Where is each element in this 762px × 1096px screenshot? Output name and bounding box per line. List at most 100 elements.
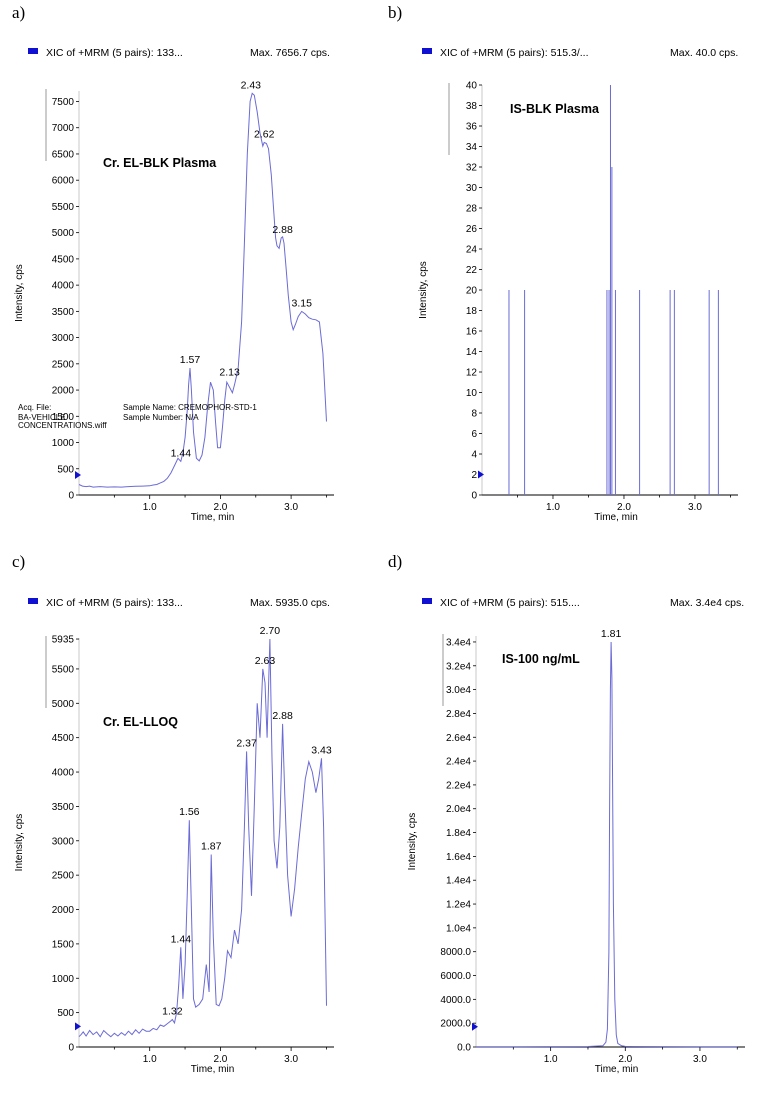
y-axis-label: Intensity, cps <box>14 264 25 322</box>
chart-panel-3: c) XIC of +MRM (5 pairs): 133... Max. 5935… <box>12 552 334 1075</box>
y-tick-label: 40 <box>466 81 478 92</box>
acquisition-metadata: BA-VEHICLE <box>18 413 66 422</box>
x-axis-label: Time, min <box>191 1064 235 1075</box>
peak-label: 2.88 <box>272 710 293 722</box>
y-tick-label: 0 <box>68 1043 74 1054</box>
panel-letter: a) <box>12 3 25 22</box>
y-tick-label: 1500 <box>52 939 75 950</box>
y-tick-label: 2.4e4 <box>446 757 471 768</box>
peak-label: 1.87 <box>201 841 222 853</box>
y-tick-label: 18 <box>466 306 478 317</box>
y-tick-label: 3.4e4 <box>446 637 471 648</box>
y-tick-label: 500 <box>57 1008 74 1019</box>
legend-swatch <box>28 598 38 604</box>
x-axis-label: Time, min <box>594 512 638 523</box>
y-tick-label: 2500 <box>52 359 75 370</box>
acquisition-metadata: Sample Name: CREMOPHOR-STD-1 <box>123 403 257 412</box>
x-tick-label: 1.0 <box>546 502 560 513</box>
y-tick-label: 36 <box>466 122 478 133</box>
y-tick-label: 4500 <box>52 733 75 744</box>
x-tick-label: 3.0 <box>284 502 298 513</box>
baseline-marker-icon <box>472 1022 478 1031</box>
y-tick-label: 28 <box>466 204 478 215</box>
y-tick-label: 2000.0 <box>440 1019 471 1030</box>
peak-label: 2.88 <box>272 224 293 236</box>
peak-label: 3.43 <box>311 744 332 756</box>
baseline-marker-icon <box>75 1022 81 1031</box>
x-tick-label: 1.0 <box>143 502 157 513</box>
x-tick-label: 2.0 <box>617 502 631 513</box>
y-tick-label: 3.0e4 <box>446 685 471 696</box>
y-tick-label: 4500 <box>52 254 75 265</box>
x-tick-label: 3.0 <box>688 502 702 513</box>
legend-swatch <box>422 48 432 54</box>
y-tick-label: 10 <box>466 388 478 399</box>
chart-panel-1: a) XIC of +MRM (5 pairs): 133... Max. 7656… <box>12 3 334 523</box>
panel-letter: c) <box>12 552 25 571</box>
y-tick-label: 7500 <box>52 97 75 108</box>
header-trace-label: XIC of +MRM (5 pairs): 133... <box>46 597 183 609</box>
y-tick-label: 2.2e4 <box>446 780 471 791</box>
y-tick-label: 8 <box>471 409 477 420</box>
y-tick-label: 1.4e4 <box>446 876 471 887</box>
peak-label: 2.63 <box>255 655 276 667</box>
peak-label: 1.44 <box>171 933 192 945</box>
y-tick-label: 0 <box>471 491 477 502</box>
peak-label: 2.37 <box>236 737 257 749</box>
x-tick-label: 1.0 <box>143 1054 157 1065</box>
legend-swatch <box>422 598 432 604</box>
header-max-intensity: Max. 7656.7 cps. <box>250 47 330 59</box>
panel-letter: b) <box>388 3 402 22</box>
acquisition-metadata: Acq. File: <box>18 403 51 412</box>
y-tick-label: 26 <box>466 224 478 235</box>
baseline-marker-icon <box>478 470 484 479</box>
y-tick-label: 1.8e4 <box>446 828 471 839</box>
y-tick-label: 2500 <box>52 871 75 882</box>
y-tick-label: 6000 <box>52 176 75 187</box>
header-max-intensity: Max. 3.4e4 cps. <box>670 597 744 609</box>
peak-label: 2.62 <box>254 128 275 140</box>
y-tick-label: 500 <box>57 464 74 475</box>
y-tick-label: 5000 <box>52 228 75 239</box>
y-tick-label: 2000 <box>52 386 75 397</box>
peak-label: 1.44 <box>171 447 192 459</box>
header-trace-label: XIC of +MRM (5 pairs): 515.... <box>440 597 580 609</box>
y-tick-label: 1.0e4 <box>446 923 471 934</box>
y-tick-label: 3000 <box>52 333 75 344</box>
sample-annotation: IS-BLK Plasma <box>510 102 600 116</box>
x-tick-label: 3.0 <box>284 1054 298 1065</box>
y-tick-label: 1500 <box>52 412 75 423</box>
x-tick-label: 2.0 <box>213 1054 227 1065</box>
y-tick-label: 16 <box>466 327 478 338</box>
y-tick-label: 1.6e4 <box>446 852 471 863</box>
y-tick-label: 14 <box>466 347 478 358</box>
x-tick-label: 2.0 <box>618 1054 632 1065</box>
y-tick-label: 4 <box>471 450 477 461</box>
y-tick-label: 5935 <box>52 635 75 646</box>
chart-panel-4: d) XIC of +MRM (5 pairs): 515.... Max. 3.4… <box>388 552 745 1075</box>
y-tick-label: 38 <box>466 101 478 112</box>
y-axis-label: Intensity, cps <box>407 813 418 871</box>
y-tick-label: 30 <box>466 183 478 194</box>
peak-label: 3.15 <box>291 297 312 309</box>
panel-letter: d) <box>388 552 402 571</box>
x-tick-label: 1.0 <box>544 1054 558 1065</box>
peak-label: 2.13 <box>219 367 240 379</box>
y-tick-label: 5000 <box>52 699 75 710</box>
y-tick-label: 4000 <box>52 281 75 292</box>
y-axis-label: Intensity, cps <box>14 814 25 872</box>
y-tick-label: 6000.0 <box>440 971 471 982</box>
peak-label: 2.70 <box>260 625 281 637</box>
y-tick-label: 6 <box>471 429 477 440</box>
y-tick-label: 12 <box>466 368 478 379</box>
chart-panel-2: b) XIC of +MRM (5 pairs): 515.3/... Max. 4… <box>388 3 738 523</box>
sample-annotation: Cr. EL-BLK Plasma <box>103 156 217 170</box>
peak-label: 1.56 <box>179 806 200 818</box>
y-tick-label: 8000.0 <box>440 947 471 958</box>
header-trace-label: XIC of +MRM (5 pairs): 515.3/... <box>440 47 589 59</box>
y-tick-label: 4000 <box>52 768 75 779</box>
chromatogram-trace <box>78 638 327 1038</box>
sample-annotation: IS-100 ng/mL <box>502 652 580 666</box>
acquisition-metadata: Sample Number: N/A <box>123 413 199 422</box>
